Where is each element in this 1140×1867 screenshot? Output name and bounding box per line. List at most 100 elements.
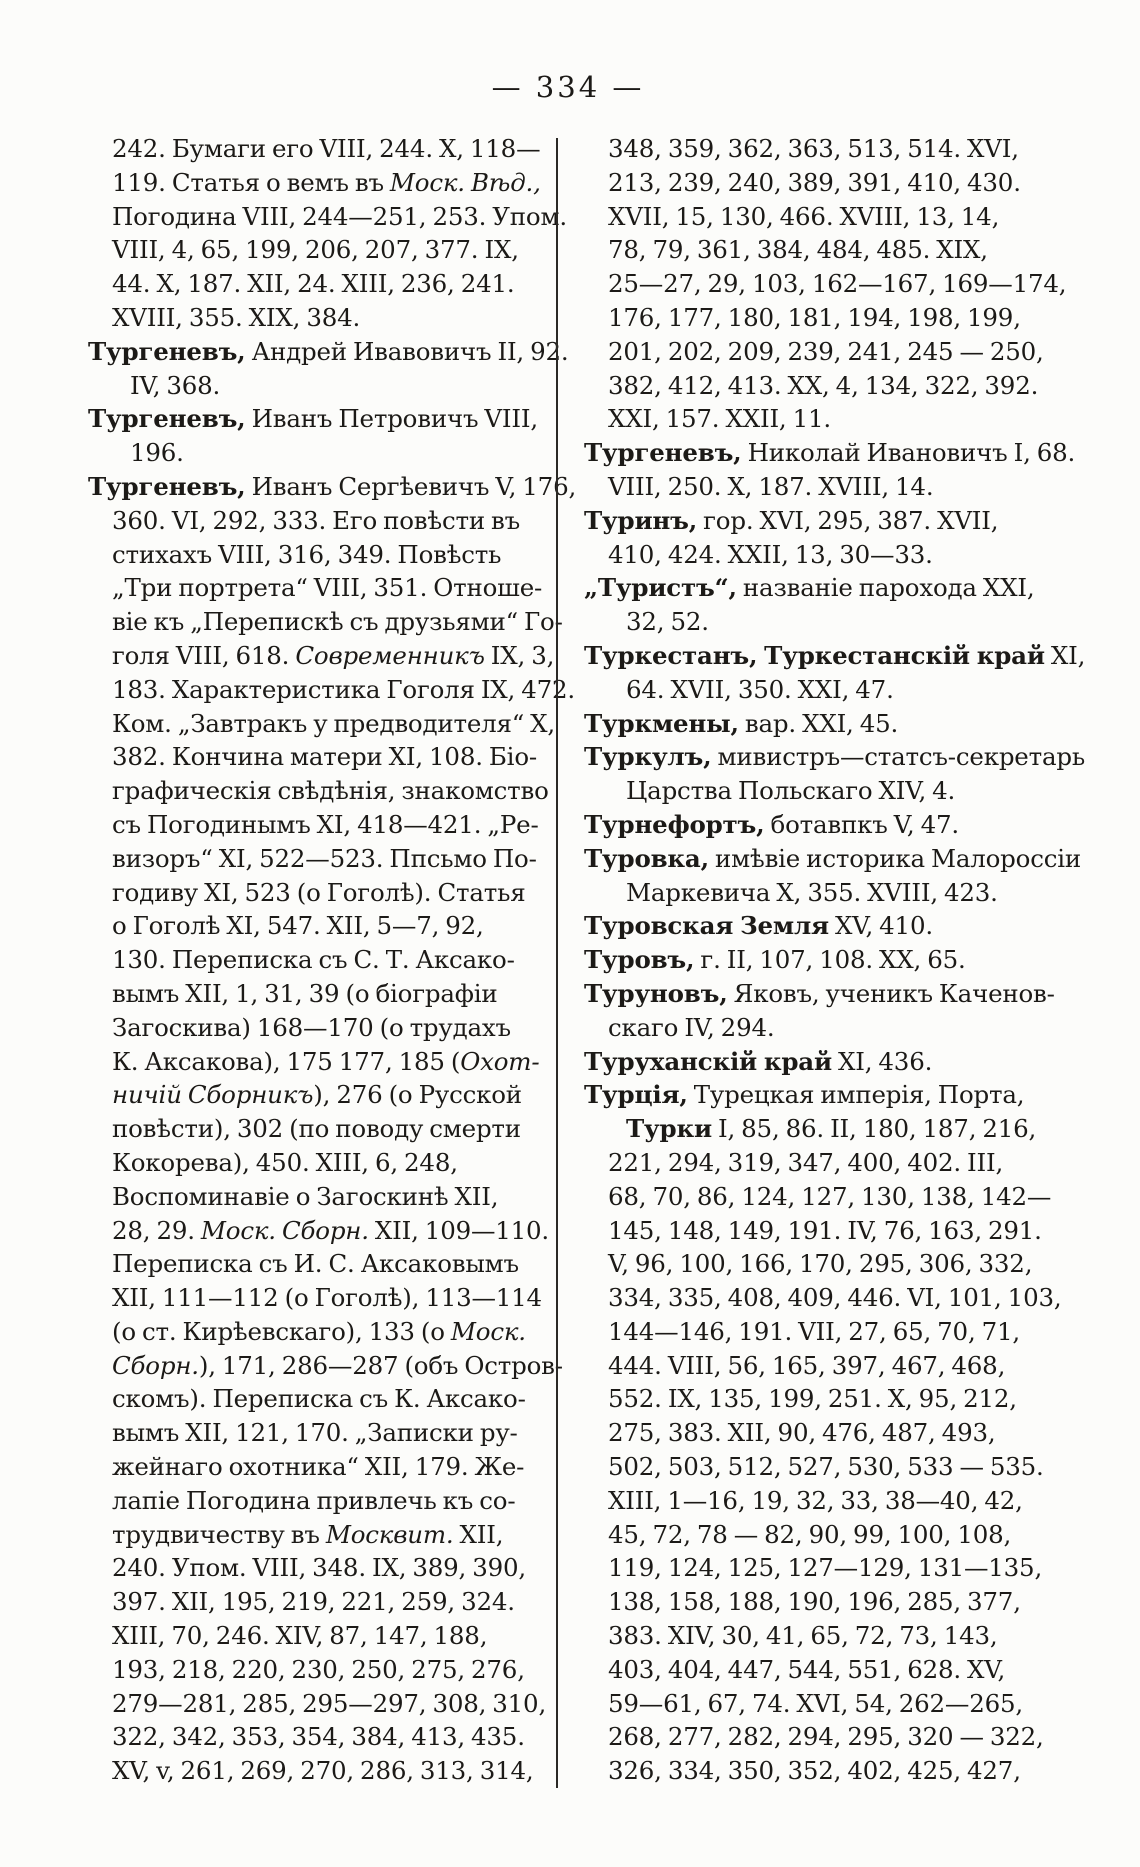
index-line: 397. XII, 195, 219, 221, 259, 324. — [88, 1585, 556, 1619]
entry-text: повѣсти), 302 (по поводу смерти — [112, 1114, 521, 1144]
entry-text: Турецкая имперія, Порта, — [687, 1080, 1025, 1110]
index-line: голя VIII, 618. Современникъ IX, 3, — [88, 639, 556, 673]
index-line: 382, 412, 413. XX, 4, 134, 322, 392. — [584, 369, 1100, 403]
index-line: Туровъ, г. II, 107, 108. XX, 65. — [584, 943, 1100, 977]
entry-text: ), 276 (о Русской — [313, 1080, 522, 1110]
entry-text: 326, 334, 350, 352, 402, 425, 427, — [608, 1756, 1021, 1786]
headword: Туркестанъ, Туркестанскій край — [584, 640, 1045, 670]
index-line: 32, 52. — [584, 605, 1100, 639]
index-line: 25—27, 29, 103, 162—167, 169—174, — [584, 267, 1100, 301]
index-line: Турки I, 85, 86. II, 180, 187, 216, — [584, 1112, 1100, 1146]
entry-text: VIII, 4, 65, 199, 206, 207, 377. IX, — [112, 235, 519, 265]
index-line: „Три портрета“ VIII, 351. Отноше- — [88, 571, 556, 605]
index-line: Загоскива) 168—170 (о трудахъ — [88, 1011, 556, 1045]
entry-text: 444. VIII, 56, 165, 397, 467, 468, — [608, 1350, 1006, 1380]
index-line: 183. Характеристика Гоголя IX, 472. — [88, 673, 575, 707]
index-line: вымъ XII, 121, 170. „Записки ру- — [88, 1416, 556, 1450]
index-line: Кокорева), 450. XIII, 6, 248, — [88, 1146, 556, 1180]
journal-title-italic: Моск. — [450, 1316, 526, 1346]
index-line: Ком. „Завтракъ у предводителя“ X, — [88, 707, 556, 741]
index-line: 144—146, 191. VII, 27, 65, 70, 71, — [584, 1315, 1100, 1349]
index-line: VIII, 250. X, 187. XVIII, 14. — [584, 470, 1100, 504]
index-line: XIII, 70, 246. XIV, 87, 147, 188, — [88, 1619, 556, 1653]
entry-text: Иванъ Сергѣевичъ V, 176, — [245, 471, 577, 501]
entry-text: 382. Кончина матери XI, 108. Біо- — [112, 742, 537, 772]
index-line: годиву XI, 523 (о Гоголѣ). Статья — [88, 876, 556, 910]
index-line: 383. XIV, 30, 41, 65, 72, 73, 143, — [584, 1619, 1100, 1653]
index-line: 326, 334, 350, 352, 402, 425, 427, — [584, 1754, 1100, 1788]
index-line: XV, v, 261, 269, 270, 286, 313, 314, — [88, 1754, 556, 1788]
entry-text: 334, 335, 408, 409, 446. VI, 101, 103, — [608, 1283, 1062, 1313]
index-line: XIII, 1—16, 19, 32, 33, 38—40, 42, — [584, 1484, 1100, 1518]
index-line: Туруханскій край XI, 436. — [584, 1045, 1100, 1079]
headword: Тургеневъ, — [88, 404, 246, 434]
index-line: 193, 218, 220, 230, 250, 275, 276, — [88, 1653, 556, 1687]
entry-text: 68, 70, 86, 124, 127, 130, 138, 142— — [608, 1181, 1052, 1211]
entry-text: 196. — [130, 438, 184, 468]
index-line: лапіе Погодина привлечь къ со- — [88, 1484, 556, 1518]
index-line: трудвичеству въ Москвит. XII, — [88, 1518, 556, 1552]
entry-text: жейнаго охотника“ XII, 179. Же- — [112, 1452, 525, 1482]
index-line: Сборн.), 171, 286—287 (объ Остров- — [88, 1349, 563, 1383]
entry-text: стихахъ VIII, 316, 349. Повѣсть — [112, 539, 502, 569]
headword: Туруновъ, — [584, 978, 728, 1008]
entry-text: 502, 503, 512, 527, 530, 533 — 535. — [608, 1452, 1044, 1482]
entry-text: 213, 239, 240, 389, 391, 410, 430. — [608, 167, 1021, 197]
index-line: 201, 202, 209, 239, 241, 245 — 250, — [584, 335, 1100, 369]
entry-text: V, 96, 100, 166, 170, 295, 306, 332, — [608, 1249, 1033, 1279]
entry-text: 403, 404, 447, 544, 551, 628. XV, — [608, 1654, 1006, 1684]
index-line: К. Аксакова), 175 177, 185 (Охот- — [88, 1045, 556, 1079]
index-line: Царства Польскаго XIV, 4. — [584, 774, 1100, 808]
entry-text: голя VIII, 618. — [112, 640, 296, 670]
index-line: Туркмены, вар. XXI, 45. — [584, 707, 1100, 741]
index-line: XVII, 15, 130, 466. XVIII, 13, 14, — [584, 200, 1100, 234]
index-line: 279—281, 285, 295—297, 308, 310, — [88, 1687, 556, 1721]
entry-text: Кокорева), 450. XIII, 6, 248, — [112, 1147, 458, 1177]
index-line: Погодина VIII, 244—251, 253. Упом. — [88, 200, 567, 234]
index-line: визоръ“ XI, 522—523. Ппсьмо По- — [88, 842, 556, 876]
entry-text: 240. Упом. VIII, 348. IX, 389, 390, — [112, 1553, 526, 1583]
entry-text: віе къ „Перепискѣ съ друзьями“ Го- — [112, 607, 563, 637]
entry-text: Царства Польскаго XIV, 4. — [626, 776, 956, 806]
index-line: Тургеневъ, Иванъ Сергѣевичъ V, 176, — [88, 470, 576, 504]
entry-text: 119, 124, 125, 127—129, 131—135, — [608, 1553, 1043, 1583]
index-line: 410, 424. XXII, 13, 30—33. — [584, 538, 1100, 572]
entry-text: 242. Бумаги его VIII, 244. X, 118— — [112, 134, 541, 163]
entry-text: 360. VI, 292, 333. Его повѣсти въ — [112, 505, 521, 535]
index-line: 64. XVII, 350. XXI, 47. — [584, 673, 1100, 707]
index-line: Туркулъ, мивистръ—статсъ-секретарь — [584, 740, 1100, 774]
index-line: скомъ). Переписка съ К. Аксако- — [88, 1382, 556, 1416]
entry-text: XIII, 70, 246. XIV, 87, 147, 188, — [112, 1621, 488, 1651]
index-line: ничій Сборникъ), 276 (о Русской — [88, 1078, 556, 1112]
headword: Туровка, — [584, 843, 709, 873]
headword: Тургеневъ, — [88, 471, 246, 501]
index-line: Туринъ, гор. XVI, 295, 387. XVII, — [584, 504, 1100, 538]
journal-title-italic: ничій Сборникъ — [112, 1080, 314, 1110]
index-line: 403, 404, 447, 544, 551, 628. XV, — [584, 1653, 1100, 1687]
index-columns: 242. Бумаги его VIII, 244. X, 118— 119. С… — [88, 132, 1100, 1789]
index-line: 130. Переписка съ С. Т. Аксако- — [88, 943, 556, 977]
page-number: — 334 — — [491, 70, 645, 104]
index-line: 213, 239, 240, 389, 391, 410, 430. — [584, 166, 1100, 200]
journal-title-italic: Современникъ — [295, 640, 485, 670]
index-line: Маркевича X, 355. XVIII, 423. — [584, 876, 1100, 910]
index-line: 334, 335, 408, 409, 446. VI, 101, 103, — [584, 1281, 1100, 1315]
entry-text: I, 85, 86. II, 180, 187, 216, — [711, 1114, 1037, 1144]
entry-text: вар. XXI, 45. — [738, 708, 899, 738]
entry-text: 59—61, 67, 74. XVI, 54, 262—265, — [608, 1688, 1023, 1718]
column-divider-rule — [556, 138, 558, 1789]
index-line: 382. Кончина матери XI, 108. Біо- — [88, 740, 556, 774]
entry-text: 221, 294, 319, 347, 400, 402. III, — [608, 1147, 1004, 1177]
entry-text: 176, 177, 180, 181, 194, 198, 199, — [608, 302, 1021, 332]
entry-text: 64. XVII, 350. XXI, 47. — [626, 674, 894, 704]
entry-text: Иванъ Петровичъ VIII, — [245, 404, 539, 434]
index-line: Тургеневъ, Николай Ивановичъ I, 68. — [584, 436, 1100, 470]
index-line: „Туристъ“, названіе парохода XXI, — [584, 571, 1100, 605]
entry-text: 552. IX, 135, 199, 251. X, 95, 212, — [608, 1384, 1017, 1414]
entry-text: названіе парохода XXI, — [736, 573, 1035, 603]
entry-text: Андрей Ивавовичъ II, 92. — [245, 336, 569, 366]
index-line: 552. IX, 135, 199, 251. X, 95, 212, — [584, 1382, 1100, 1416]
index-line: 78, 79, 361, 384, 484, 485. XIX, — [584, 233, 1100, 267]
entry-text: ), 171, 286—287 (объ Остров- — [198, 1350, 563, 1380]
